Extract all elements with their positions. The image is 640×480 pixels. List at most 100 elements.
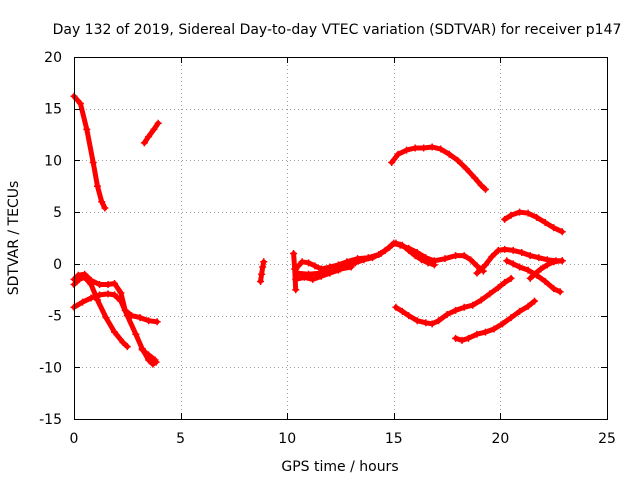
data-point [123,312,131,320]
y-tick-label: -5 [48,309,62,325]
data-point [96,281,104,289]
data-point [458,336,466,344]
series-arc-17 [526,257,566,282]
data-point [305,259,313,267]
data-point [509,260,517,268]
data-point [93,182,101,190]
data-point [481,261,489,269]
data-point [486,290,494,298]
data-point [411,144,419,152]
data-point [81,273,89,281]
data-point [477,181,485,189]
data-point [507,274,515,282]
data-point [420,144,428,152]
data-point [396,241,404,249]
data-point [452,306,460,314]
data-point [96,291,104,299]
data-point [441,255,449,263]
series-arc-13 [392,274,515,328]
data-point [531,270,539,278]
data-point [473,330,481,338]
data-point [537,265,545,273]
data-point [292,275,300,283]
data-point [509,246,517,254]
data-point [481,185,489,193]
data-point [117,289,125,297]
data-point [111,328,119,336]
data-point [471,174,479,182]
data-point [405,312,413,320]
data-point [428,143,436,151]
y-tick-label: -15 [39,412,62,428]
data-point [151,356,159,364]
data-point [388,158,396,166]
data-point [258,270,266,278]
series-trace [393,275,514,327]
data-point [98,198,106,206]
data-point [326,268,334,276]
data-point [501,215,509,223]
data-point [430,257,438,265]
data-point [558,257,566,265]
series-arc-14 [452,297,539,344]
data-point [145,317,153,325]
data-point [531,297,539,305]
data-point [351,259,359,267]
data-point [533,213,541,221]
data-point [443,311,451,319]
data-point [298,258,306,266]
data-point [290,250,298,258]
y-tick-label: -10 [39,360,62,376]
series-arc-18 [501,208,566,236]
data-point [435,317,443,325]
series-arc-16 [503,257,564,296]
data-point [347,263,355,271]
data-point [469,301,477,309]
data-point [526,274,534,282]
data-point [477,296,485,304]
x-tick-label: 20 [491,431,509,447]
series-arc-7 [257,258,268,285]
data-point [452,252,460,260]
data-point [111,291,119,299]
data-point [83,125,91,133]
data-point [516,263,524,271]
x-tick-label: 25 [598,431,616,447]
series-arc-2 [140,119,162,147]
data-point [543,261,551,269]
y-tick-label: 10 [44,153,62,169]
data-point [488,253,496,261]
data-point [516,208,524,216]
data-point [556,288,564,296]
data-point [153,318,161,326]
data-point [87,294,95,302]
data-point [315,269,323,277]
data-point [422,254,430,262]
data-point [305,270,313,278]
x-tick-label: 5 [176,431,185,447]
data-point [294,269,302,277]
data-point [76,100,84,108]
data-point [428,320,436,328]
series-arc-11 [294,263,355,278]
series-trace [141,120,161,146]
data-point [541,277,549,285]
data-point [518,248,526,256]
axis-ticks: 0 5 10 15 20 25 -15 -10 -5 0 5 10 15 20 [39,50,616,447]
chart-title: Day 132 of 2019, Sidereal Day-to-day VTE… [53,22,622,38]
data-point [524,209,532,217]
data-point [452,334,460,342]
data-point [111,280,119,288]
data-point [104,281,112,289]
data-point [507,314,515,322]
data-point [405,244,413,252]
data-point [102,314,110,322]
data-point [89,158,97,166]
data-point [524,266,532,274]
data-point [392,303,400,311]
data-point [292,286,300,294]
data-point [503,257,511,265]
data-point [507,211,515,219]
